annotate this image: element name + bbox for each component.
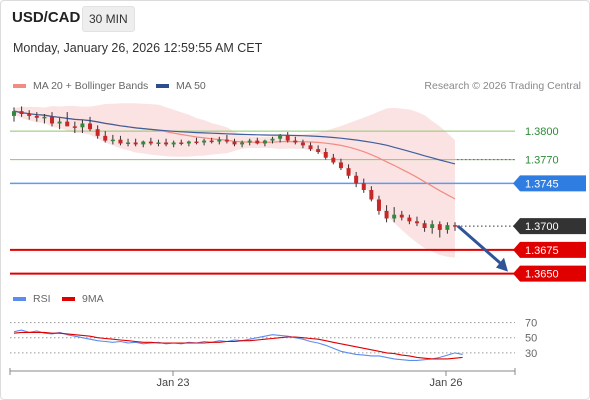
rsi-tick-30: 30 [525,348,537,360]
candle-body [224,139,229,142]
candle-body [148,141,153,144]
candle-body [164,142,169,145]
candle-body [270,138,275,141]
forecast-arrow-head [496,257,508,272]
candle-body [316,149,321,152]
price-tag-1.3745 [513,175,586,192]
candle-body [300,142,305,146]
candle-body [247,140,252,143]
candle-body [399,214,404,218]
candle-body [323,152,328,158]
price-label-1.3745: 1.3745 [525,178,559,190]
legend-9ma-label: 9MA [82,293,104,305]
rsi-series-RSI [13,329,463,361]
candle-body [80,123,85,128]
candle-body [232,141,237,145]
candle-body [331,157,336,163]
legend-ma50: MA 50 [156,80,206,92]
candle-body [110,139,115,142]
price-tag-1.3650 [513,265,586,282]
legend-rsi-label: RSI [33,293,51,305]
candle-body [179,142,184,144]
ma20-swatch [13,84,26,88]
rsi-tick-70: 70 [525,318,537,330]
candle-body [437,224,442,230]
legend-ma50-label: MA 50 [176,80,206,92]
rsi-tick-50: 50 [525,333,537,345]
price-label-1.3800: 1.3800 [525,126,559,138]
candle-body [133,142,138,145]
candle-body [103,135,108,141]
rsi-swatch [13,297,26,301]
candle-body [384,210,389,219]
legend-ma20-label: MA 20 + Bollinger Bands [33,80,149,92]
ma50-swatch [156,84,169,88]
candle-body [308,145,313,150]
candle-body [95,129,100,136]
candle-body [194,141,199,144]
candle-body [392,214,397,219]
candle-body [262,140,267,144]
price-label-1.3675: 1.3675 [525,245,559,257]
candle-body [34,115,39,118]
candle-body [50,116,55,124]
candle-body [376,199,381,211]
candle-body [118,139,123,144]
legend-rsi: RSI [13,293,51,305]
candle-body [12,111,16,116]
candle-body [186,141,191,144]
legend-ma20: MA 20 + Bollinger Bands [13,80,148,92]
candle-body [202,140,207,143]
candle-body [407,217,412,222]
candle-body [453,225,457,227]
candle-body [42,116,47,119]
rsi-series-9MA [13,331,463,360]
timeframe-button[interactable]: 30 MIN [82,6,135,32]
candle-body [361,183,366,190]
candle-body [240,142,245,145]
candle-body [369,190,374,200]
forecast-arrow [457,224,503,266]
candle-body [156,142,161,144]
price-label-1.3770: 1.3770 [525,155,559,167]
candle-body [354,175,359,184]
x-tick-label: Jan 23 [156,377,189,389]
price-label-1.3700: 1.3700 [525,221,559,233]
candle-body [414,221,419,224]
candle-body [141,141,146,145]
research-credit: Research © 2026 Trading Central [424,80,581,92]
candle-body [57,121,62,124]
price-tag-1.3700 [513,218,586,235]
ma9-swatch [62,297,75,301]
symbol-title: USD/CAD [12,9,81,26]
candle-body [88,123,93,130]
chart-datetime: Monday, January 26, 2026 12:59:55 AM CET [13,41,263,55]
legend-9ma: 9MA [62,293,104,305]
candle-body [209,140,214,143]
candle-body [171,142,176,145]
price-label-1.3650: 1.3650 [525,269,559,281]
candle-body [278,134,283,139]
candle-body [27,114,32,116]
candle-body [285,134,290,141]
candle-body [217,139,222,142]
candle-body [445,225,450,230]
bollinger-band [14,103,455,258]
candle-body [19,111,24,114]
x-tick-label: Jan 26 [429,377,462,389]
price-tag-1.3675 [513,241,586,258]
candle-body [422,223,427,228]
ma50-line [13,110,456,165]
candle-body [338,162,343,169]
candle-body [126,142,131,144]
candle-body [65,121,70,127]
candle-body [255,140,260,144]
candle-body [346,168,351,176]
candle-body [293,140,298,143]
candle-body [72,126,77,128]
candle-body [430,224,435,228]
